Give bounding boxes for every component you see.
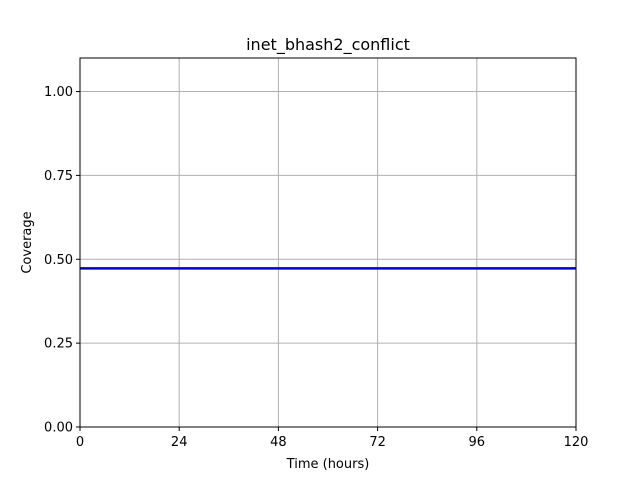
x-tick-label: 120 — [564, 435, 589, 450]
plot-area-frame — [79, 57, 577, 428]
x-tick-label: 24 — [171, 435, 188, 450]
y-tick-label: 1.00 — [44, 85, 73, 100]
y-tick-label: 0.50 — [44, 253, 73, 268]
chart-title: inet_bhash2_conflict — [246, 35, 410, 55]
x-tick-label: 0 — [76, 435, 84, 450]
x-tick-label: 96 — [469, 435, 486, 450]
y-tick-label: 0.00 — [44, 421, 73, 436]
x-axis-label: Time (hours) — [286, 457, 370, 472]
y-axis-label: Coverage — [20, 211, 35, 273]
y-tick-label: 0.75 — [44, 169, 73, 184]
x-tick-label: 48 — [270, 435, 287, 450]
axis-ticks: 0 24 48 72 96 120 0.00 0.25 0.50 0.75 1.00 — [44, 85, 588, 450]
y-tick-label: 0.25 — [44, 337, 73, 352]
x-tick-label: 72 — [369, 435, 386, 450]
